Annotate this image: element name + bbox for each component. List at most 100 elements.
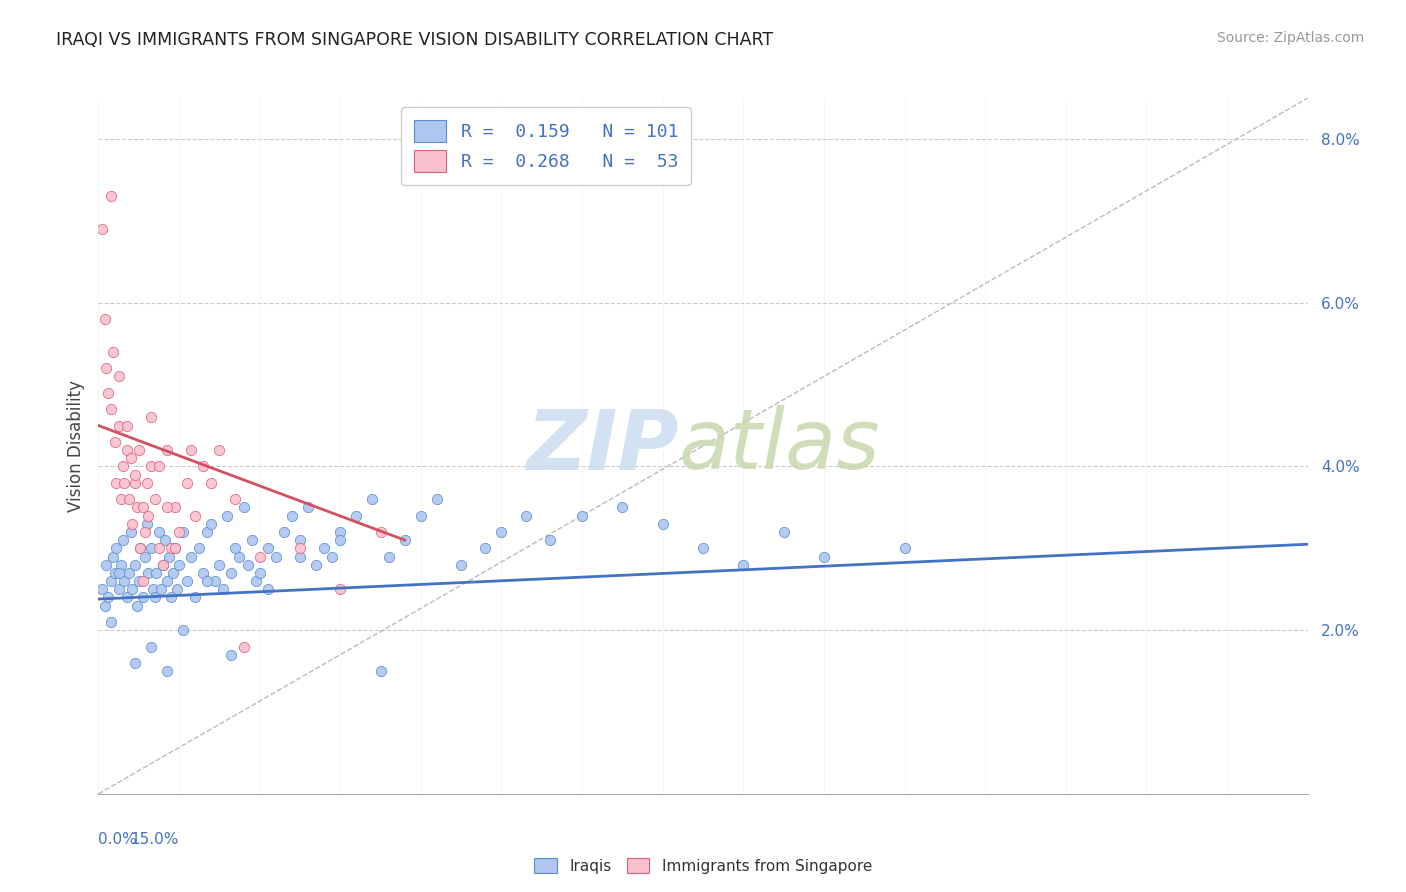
Point (153, 533, 176, 548)
Point (118, 566, 141, 580)
Point (112, 475, 135, 490)
Point (200, 516, 222, 531)
Point (212, 582, 235, 597)
Point (208, 443, 231, 458)
Point (132, 500, 155, 515)
Point (160, 591, 183, 605)
Point (195, 574, 218, 588)
Point (132, 574, 155, 588)
Point (288, 549, 311, 564)
Text: atlas: atlas (679, 406, 880, 486)
Point (166, 582, 188, 597)
Point (115, 418, 138, 433)
Point (107, 582, 129, 597)
Point (94, 599, 117, 613)
Point (772, 524, 794, 539)
Point (232, 640, 254, 654)
Point (224, 541, 246, 556)
Point (110, 558, 132, 572)
Point (180, 549, 202, 564)
Point (163, 541, 186, 556)
Point (172, 524, 194, 539)
Point (150, 582, 173, 597)
Point (107, 566, 129, 580)
Point (232, 500, 254, 515)
Point (361, 492, 384, 507)
Point (121, 582, 143, 597)
Point (217, 508, 239, 523)
Point (129, 541, 152, 556)
Point (450, 558, 472, 572)
Point (101, 344, 124, 359)
Point (188, 541, 211, 556)
Point (245, 574, 267, 588)
Point (344, 508, 367, 523)
Point (224, 492, 246, 507)
Point (163, 500, 186, 515)
Point (305, 558, 328, 572)
Point (135, 475, 157, 490)
Point (120, 451, 142, 466)
Point (145, 566, 167, 580)
Point (156, 500, 179, 515)
Point (152, 558, 174, 572)
Point (184, 591, 207, 605)
Point (103, 434, 125, 449)
Point (208, 558, 231, 572)
Point (94, 312, 117, 326)
Text: ZIP: ZIP (526, 406, 679, 486)
Point (97, 591, 120, 605)
Point (321, 549, 343, 564)
Point (474, 541, 496, 556)
Point (273, 524, 295, 539)
Point (329, 582, 352, 597)
Point (167, 558, 190, 572)
Point (297, 500, 319, 515)
Point (193, 566, 215, 580)
Point (377, 549, 399, 564)
Point (180, 443, 202, 458)
Point (152, 558, 174, 572)
Legend: R =  0.159   N = 101, R =  0.268   N =  53: R = 0.159 N = 101, R = 0.268 N = 53 (401, 107, 690, 185)
Point (176, 475, 198, 490)
Point (813, 549, 835, 564)
Point (329, 533, 352, 548)
Point (228, 549, 250, 564)
Point (139, 459, 162, 474)
Point (221, 648, 243, 662)
Text: Source: ZipAtlas.com: Source: ZipAtlas.com (1216, 31, 1364, 45)
Point (184, 508, 207, 523)
Point (105, 475, 128, 490)
Point (148, 459, 170, 474)
Point (112, 574, 135, 588)
Point (100, 574, 122, 588)
Point (110, 492, 132, 507)
Point (148, 541, 170, 556)
Point (733, 558, 755, 572)
Point (139, 541, 162, 556)
Point (107, 418, 129, 433)
Point (893, 541, 915, 556)
Point (156, 443, 179, 458)
Point (124, 467, 146, 482)
Point (138, 566, 160, 580)
Point (172, 623, 194, 637)
Point (121, 516, 143, 531)
Point (107, 369, 129, 384)
Point (329, 524, 352, 539)
Point (256, 541, 278, 556)
Point (612, 500, 634, 515)
Point (314, 541, 336, 556)
Point (103, 566, 125, 580)
Point (111, 459, 134, 474)
Point (249, 549, 271, 564)
Point (195, 524, 218, 539)
Point (143, 492, 166, 507)
Point (162, 566, 184, 580)
Point (115, 591, 138, 605)
Point (160, 541, 183, 556)
Point (221, 566, 243, 580)
Point (240, 533, 263, 548)
Point (256, 582, 278, 597)
Point (100, 402, 122, 417)
